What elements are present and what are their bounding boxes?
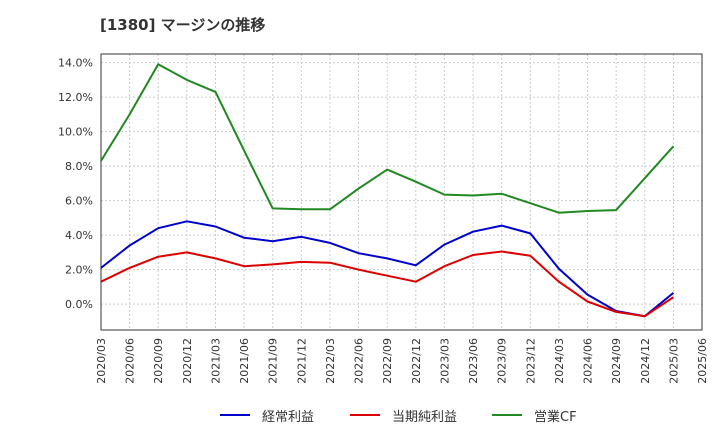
x-tick-label: 2020/06 bbox=[124, 338, 137, 384]
series-line-1 bbox=[100, 250, 674, 318]
series-lines bbox=[100, 63, 675, 318]
axes: 14.0% 12.0% 10.0% 8.0% 6.0% 4.0% 2.0% 0.0% 2020/… bbox=[58, 53, 709, 384]
y-tick-label: 4.0% bbox=[65, 229, 93, 242]
x-tick-label: 2020/09 bbox=[152, 338, 165, 384]
y-tick-label: 8.0% bbox=[65, 160, 93, 173]
x-tick-label: 2021/06 bbox=[238, 338, 251, 384]
x-tick-label: 2023/09 bbox=[496, 338, 509, 384]
x-tick-label: 2025/03 bbox=[667, 338, 680, 384]
x-tick-label: 2023/03 bbox=[438, 338, 451, 384]
x-tick-label: 2024/12 bbox=[639, 338, 652, 384]
x-tick-label: 2022/06 bbox=[353, 338, 366, 384]
x-tick-label: 2021/12 bbox=[295, 338, 308, 384]
legend-label-operating-cf: 営業CF bbox=[534, 409, 577, 425]
x-tick-label: 2021/09 bbox=[267, 338, 280, 384]
legend-swatch-recurring-profit bbox=[220, 414, 250, 416]
grid bbox=[100, 54, 703, 330]
plot-frame bbox=[100, 53, 703, 331]
y-tick-label: 14.0% bbox=[58, 57, 93, 70]
y-tick-label: 10.0% bbox=[58, 126, 93, 139]
legend: 経常利益 当期純利益 営業CF bbox=[0, 404, 720, 426]
chart-title: [1380] マージンの推移 bbox=[100, 16, 266, 34]
x-tick-label: 2025/06 bbox=[696, 338, 709, 384]
legend-label-recurring-profit: 経常利益 bbox=[262, 409, 315, 425]
legend-item-recurring-profit: 経常利益 bbox=[220, 404, 314, 426]
x-tick-label: 2024/03 bbox=[553, 338, 566, 384]
x-tick-label: 2020/03 bbox=[95, 338, 108, 384]
x-tick-label: 2023/06 bbox=[467, 338, 480, 384]
legend-item-operating-cf: 営業CF bbox=[492, 404, 577, 426]
x-tick-label: 2021/03 bbox=[209, 338, 222, 384]
x-tick-label: 2020/12 bbox=[181, 338, 194, 384]
y-tick-label: 2.0% bbox=[65, 264, 93, 277]
series-line-0 bbox=[100, 220, 675, 318]
y-tick-label: 6.0% bbox=[65, 195, 93, 208]
x-tick-label: 2023/12 bbox=[524, 338, 537, 384]
x-tick-label: 2024/09 bbox=[610, 338, 623, 384]
legend-swatch-net-income bbox=[350, 414, 380, 416]
legend-swatch-operating-cf bbox=[492, 414, 522, 416]
x-tick-label: 2022/09 bbox=[381, 338, 394, 384]
legend-item-net-income: 当期純利益 bbox=[350, 404, 457, 426]
series-line-2 bbox=[100, 63, 675, 214]
y-tick-label: 12.0% bbox=[58, 91, 93, 104]
y-tick-label: 0.0% bbox=[65, 298, 93, 311]
x-tick-label: 2022/03 bbox=[324, 338, 337, 384]
x-tick-label: 2024/06 bbox=[582, 338, 595, 384]
legend-label-net-income: 当期純利益 bbox=[392, 409, 458, 425]
x-tick-label: 2022/12 bbox=[410, 338, 423, 384]
